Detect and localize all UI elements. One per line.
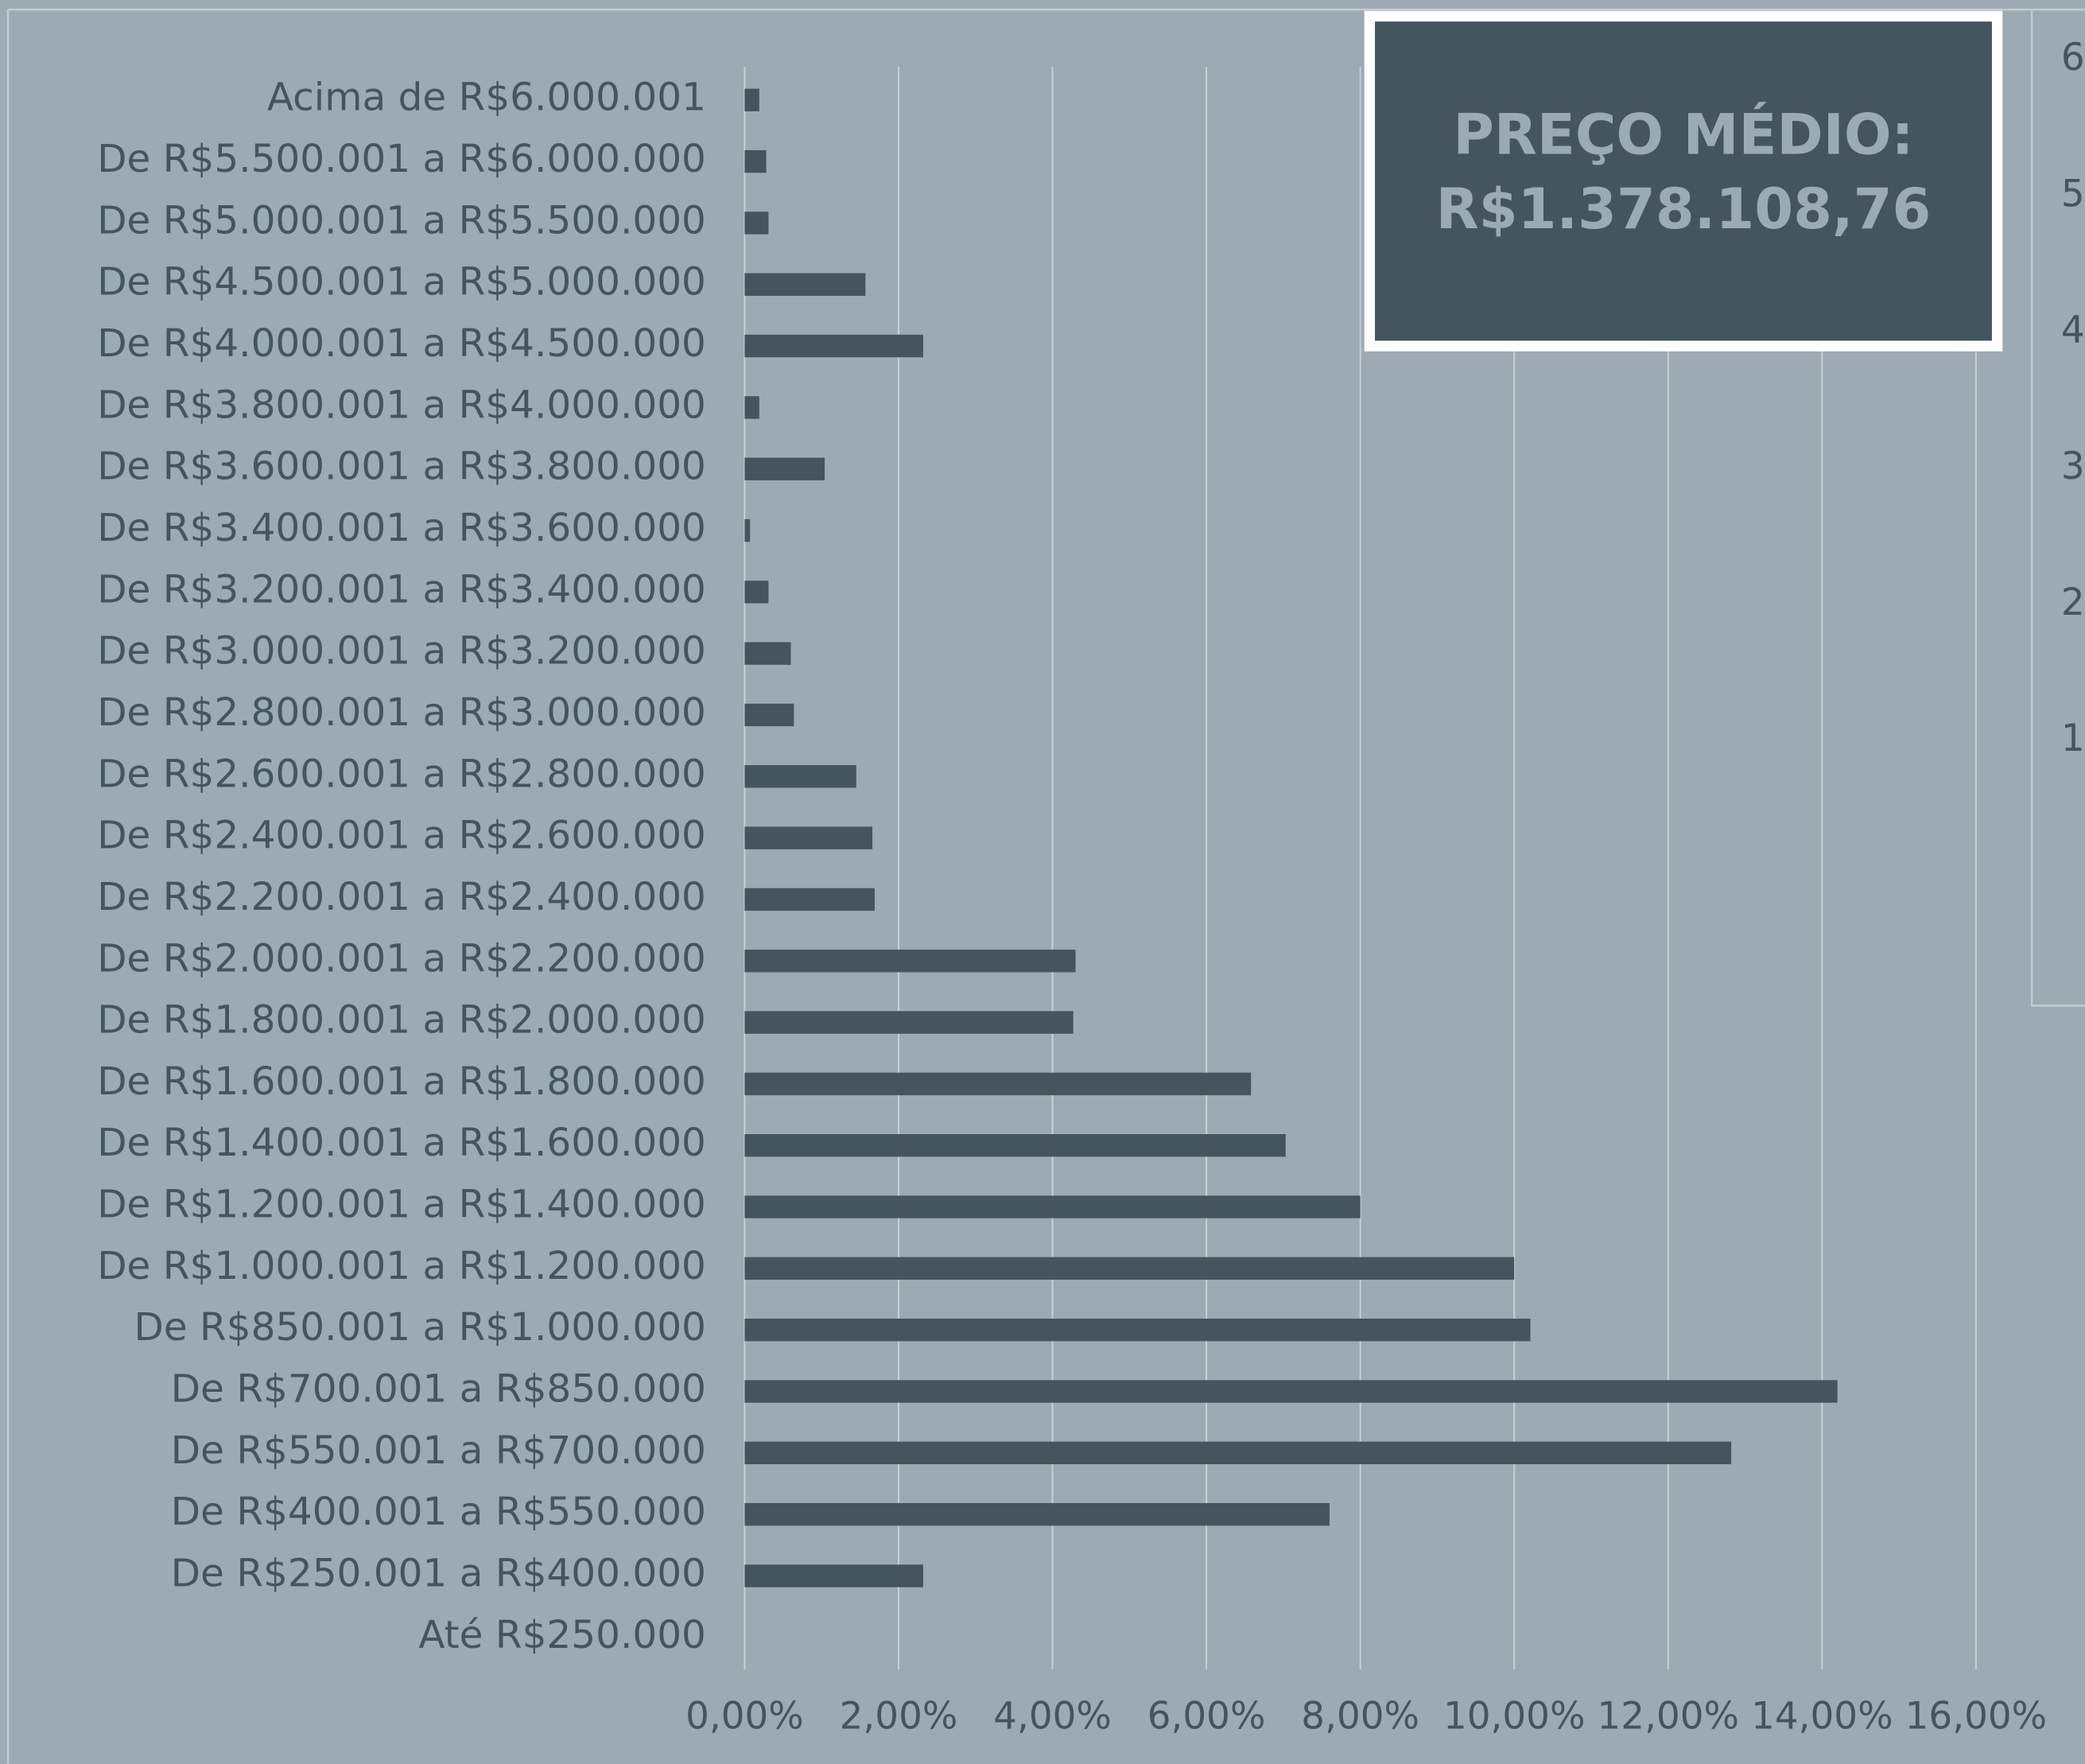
bar — [744, 88, 759, 111]
bar — [744, 150, 767, 173]
y-tick-label: De R$1.000.001 a R$1.200.000 — [97, 1244, 706, 1288]
bar — [744, 703, 794, 727]
y-tick-label: De R$1.200.001 a R$1.400.000 — [97, 1183, 706, 1227]
bar — [744, 1380, 1838, 1403]
x-tick-label: 0,00% — [685, 1695, 804, 1738]
y-tick-label: De R$2.400.001 a R$2.600.000 — [97, 814, 706, 858]
y-tick-label: Até R$250.000 — [418, 1613, 706, 1657]
side-panel-frame — [2030, 10, 2085, 1007]
bar — [744, 334, 923, 358]
side-panel-label: 2 — [2061, 581, 2085, 624]
side-panel-label: 1 — [2061, 717, 2085, 760]
annotation-box — [1364, 10, 2003, 352]
x-tick-label: 14,00% — [1751, 1695, 1893, 1738]
bar — [744, 950, 1076, 973]
y-tick-label: De R$4.000.001 a R$4.500.000 — [97, 321, 706, 366]
y-tick-label: De R$4.500.001 a R$5.000.000 — [97, 260, 706, 305]
bar — [744, 1195, 1361, 1218]
x-tick-label: 8,00% — [1301, 1695, 1419, 1738]
bar — [744, 826, 873, 849]
side-panel-label: 5 — [2061, 173, 2085, 216]
bar — [744, 396, 759, 419]
bars — [744, 88, 1838, 1587]
x-tick-label: 4,00% — [993, 1695, 1112, 1738]
y-tick-label: De R$1.800.001 a R$2.000.000 — [97, 998, 706, 1043]
bar — [744, 765, 856, 788]
y-tick-label: De R$2.800.001 a R$3.000.000 — [97, 690, 706, 735]
bar — [744, 457, 825, 480]
bar — [744, 1257, 1515, 1280]
bar — [744, 1502, 1330, 1526]
y-tick-label: De R$700.001 a R$850.000 — [171, 1367, 706, 1412]
y-tick-label: De R$5.000.001 a R$5.500.000 — [97, 198, 706, 243]
bar — [744, 888, 875, 911]
x-tick-label: 16,00% — [1905, 1695, 2048, 1738]
x-tick-label: 10,00% — [1443, 1695, 1586, 1738]
bar — [744, 1318, 1531, 1342]
bar — [744, 1072, 1252, 1096]
y-tick-label: De R$250.001 a R$400.000 — [171, 1551, 706, 1595]
bar — [744, 519, 751, 542]
y-tick-label: De R$3.800.001 a R$4.000.000 — [97, 383, 706, 427]
y-tick-label: De R$2.000.001 a R$2.200.000 — [97, 936, 706, 981]
x-tick-label: 2,00% — [840, 1695, 958, 1738]
bar — [744, 1564, 923, 1587]
y-tick-label: De R$1.400.001 a R$1.600.000 — [97, 1121, 706, 1165]
y-tick-label: De R$3.000.001 a R$3.200.000 — [97, 629, 706, 674]
y-tick-label: De R$3.200.001 a R$3.400.000 — [97, 567, 706, 612]
y-tick-label: De R$2.600.001 a R$2.800.000 — [97, 752, 706, 796]
labels: 0,00% 2,00% 4,00% 6,00% 8,00% 10,00% 12,00% 14,… — [97, 37, 2084, 1738]
annotation-text: PREÇO MÉDIO: — [1453, 102, 1913, 167]
y-tick-label: De R$5.500.001 a R$6.000.000 — [97, 137, 706, 181]
side-panel-label: 6 — [2061, 37, 2085, 80]
x-tick-label: 6,00% — [1147, 1695, 1266, 1738]
bar — [744, 1011, 1074, 1034]
bar — [744, 273, 866, 296]
bar — [744, 1441, 1732, 1465]
y-tick-label: De R$550.001 a R$700.000 — [171, 1428, 706, 1473]
bar — [744, 212, 769, 235]
bar — [744, 581, 769, 604]
side-panel-label: 4 — [2061, 309, 2085, 352]
side-panel-label: 3 — [2061, 445, 2085, 488]
annotation-text: R$1.378.108,76 — [1436, 177, 1932, 242]
y-tick-label: De R$850.001 a R$1.000.000 — [134, 1305, 705, 1350]
y-tick-label: De R$3.400.001 a R$3.600.000 — [97, 506, 706, 550]
y-tick-label: De R$400.001 a R$550.000 — [171, 1490, 706, 1534]
y-tick-label: De R$1.600.001 a R$1.800.000 — [97, 1059, 706, 1104]
x-tick-label: 12,00% — [1598, 1695, 1740, 1738]
y-tick-label: Acima de R$6.000.001 — [267, 76, 706, 120]
bar — [744, 642, 791, 665]
y-tick-label: De R$3.600.001 a R$3.800.000 — [97, 445, 706, 489]
bar — [744, 1134, 1286, 1157]
y-tick-label: De R$2.200.001 a R$2.400.000 — [97, 875, 706, 919]
